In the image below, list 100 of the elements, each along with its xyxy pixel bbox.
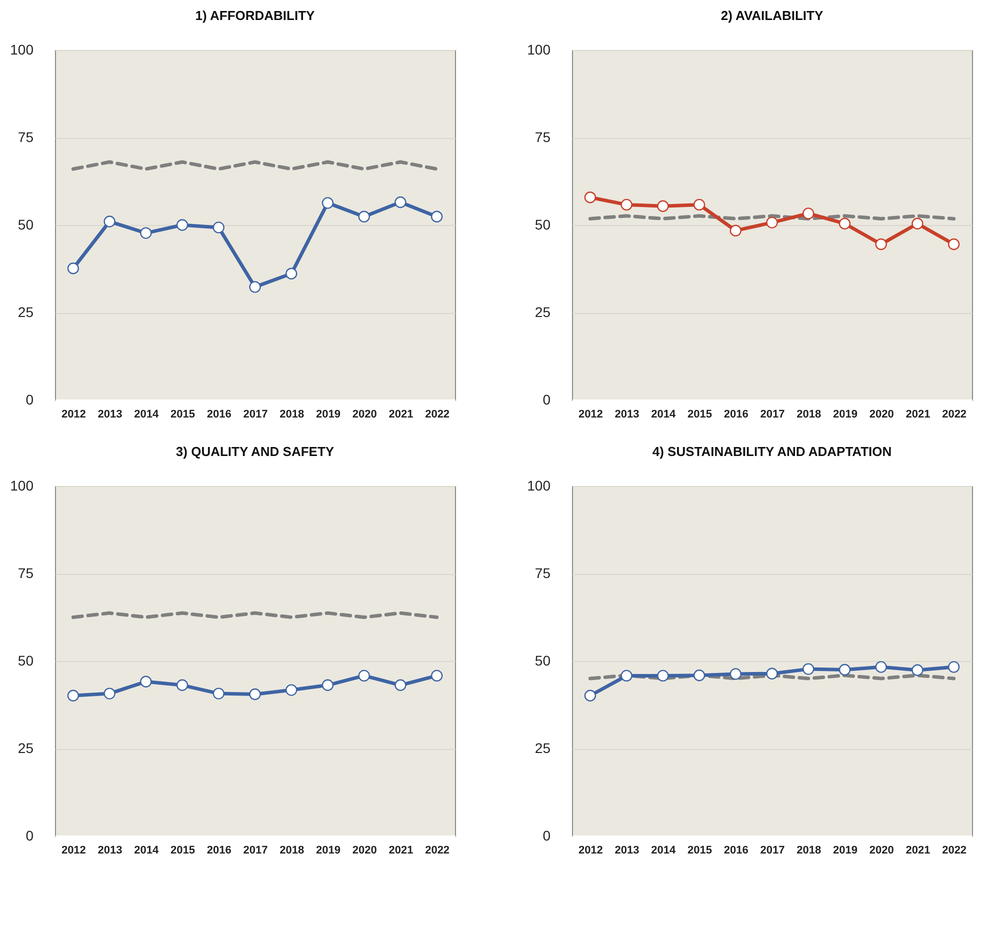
point bbox=[766, 668, 778, 680]
x-tick-label: 2012 bbox=[61, 408, 86, 420]
x-tick-label: 2014 bbox=[134, 844, 160, 856]
point bbox=[430, 210, 443, 222]
x-tick-label: 2021 bbox=[906, 408, 930, 420]
x-tick-label: 2019 bbox=[832, 844, 858, 856]
x-tick-label: 2015 bbox=[170, 844, 196, 856]
x-tick-label: 2019 bbox=[316, 408, 340, 420]
x-tick-label: 2012 bbox=[61, 844, 86, 856]
point bbox=[693, 670, 706, 682]
x-tick-label: 2019 bbox=[832, 408, 858, 420]
y-tick-label: 75 bbox=[18, 565, 34, 581]
y-tick-label: 50 bbox=[18, 216, 34, 232]
x-tick-label: 2018 bbox=[280, 408, 304, 420]
point bbox=[912, 664, 924, 676]
x-tick-label: 2012 bbox=[578, 844, 603, 856]
chart-title: 2) AVAILABILITY bbox=[720, 8, 824, 23]
x-tick-label: 2016 bbox=[724, 408, 748, 420]
point bbox=[358, 670, 370, 682]
point bbox=[620, 198, 632, 211]
x-tick-label: 2016 bbox=[206, 408, 232, 420]
y-tick-label: 75 bbox=[18, 129, 34, 145]
point bbox=[322, 679, 334, 691]
point bbox=[212, 688, 224, 700]
point bbox=[140, 676, 152, 688]
x-tick-label: 2013 bbox=[614, 844, 640, 856]
x-tick-label: 2014 bbox=[651, 408, 677, 420]
y-tick-label: 50 bbox=[534, 652, 551, 668]
y-tick-label: 100 bbox=[527, 478, 551, 494]
y-tick-label: 25 bbox=[18, 740, 34, 756]
x-tick-label: 2015 bbox=[688, 408, 712, 420]
x-tick-label: 2017 bbox=[243, 408, 268, 420]
x-tick-label: 2015 bbox=[170, 408, 196, 420]
point bbox=[584, 192, 596, 204]
point bbox=[584, 690, 596, 702]
x-tick-label: 2015 bbox=[688, 844, 712, 856]
x-tick-label: 2020 bbox=[352, 408, 377, 420]
y-tick-label: 100 bbox=[10, 478, 34, 494]
point bbox=[802, 663, 814, 675]
y-tick-label: 75 bbox=[534, 565, 551, 581]
chart-title: 3) QUALITY AND SAFETY bbox=[176, 444, 334, 459]
point bbox=[657, 200, 669, 212]
point bbox=[67, 262, 80, 274]
point bbox=[67, 690, 80, 702]
point bbox=[394, 679, 406, 691]
x-tick-label: 2014 bbox=[651, 844, 677, 856]
point bbox=[620, 670, 632, 682]
x-tick-label: 2014 bbox=[134, 408, 160, 420]
x-tick-label: 2021 bbox=[906, 844, 930, 856]
y-tick-label: 100 bbox=[10, 42, 34, 58]
point bbox=[286, 268, 298, 280]
y-tick-label: 25 bbox=[534, 740, 551, 756]
point bbox=[948, 661, 960, 673]
x-tick-label: 2022 bbox=[425, 844, 450, 856]
point bbox=[249, 688, 261, 700]
point bbox=[394, 196, 406, 208]
x-tick-label: 2020 bbox=[869, 408, 894, 420]
chart-title: 4) SUSTAINABILITY AND ADAPTATION bbox=[652, 444, 892, 459]
y-tick-label: 0 bbox=[542, 828, 551, 844]
point bbox=[693, 198, 706, 211]
y-tick-label: 100 bbox=[527, 42, 551, 58]
y-tick-label: 0 bbox=[26, 392, 34, 408]
x-tick-label: 2016 bbox=[206, 844, 232, 856]
x-tick-label: 2022 bbox=[942, 844, 967, 856]
y-tick-label: 75 bbox=[534, 129, 551, 145]
point bbox=[730, 224, 742, 236]
x-tick-label: 2021 bbox=[388, 408, 414, 420]
x-tick-label: 2022 bbox=[942, 408, 967, 420]
x-tick-label: 2013 bbox=[98, 408, 122, 420]
point bbox=[212, 222, 224, 234]
x-tick-label: 2017 bbox=[760, 408, 785, 420]
point bbox=[838, 664, 851, 676]
x-tick-label: 2019 bbox=[316, 844, 340, 856]
x-tick-label: 2020 bbox=[352, 844, 377, 856]
point bbox=[104, 216, 116, 228]
y-tick-label: 25 bbox=[534, 304, 551, 320]
point bbox=[657, 670, 669, 682]
point bbox=[176, 679, 188, 691]
x-tick-label: 2017 bbox=[243, 844, 268, 856]
point bbox=[430, 670, 443, 682]
point bbox=[249, 281, 261, 293]
y-tick-label: 50 bbox=[18, 652, 34, 668]
y-tick-label: 25 bbox=[18, 304, 34, 320]
x-tick-label: 2013 bbox=[98, 844, 122, 856]
x-tick-label: 2018 bbox=[280, 844, 304, 856]
x-tick-label: 2016 bbox=[724, 844, 748, 856]
x-tick-label: 2012 bbox=[578, 408, 603, 420]
y-tick-label: 50 bbox=[534, 216, 551, 232]
point bbox=[104, 688, 116, 700]
point bbox=[358, 210, 370, 222]
y-tick-label: 0 bbox=[542, 392, 551, 408]
y-tick-label: 0 bbox=[26, 828, 34, 844]
point bbox=[322, 197, 334, 209]
point bbox=[286, 684, 298, 696]
point bbox=[875, 661, 887, 673]
point bbox=[838, 218, 851, 230]
point bbox=[730, 668, 742, 680]
point bbox=[912, 218, 924, 230]
point bbox=[948, 238, 960, 250]
point bbox=[875, 238, 887, 250]
